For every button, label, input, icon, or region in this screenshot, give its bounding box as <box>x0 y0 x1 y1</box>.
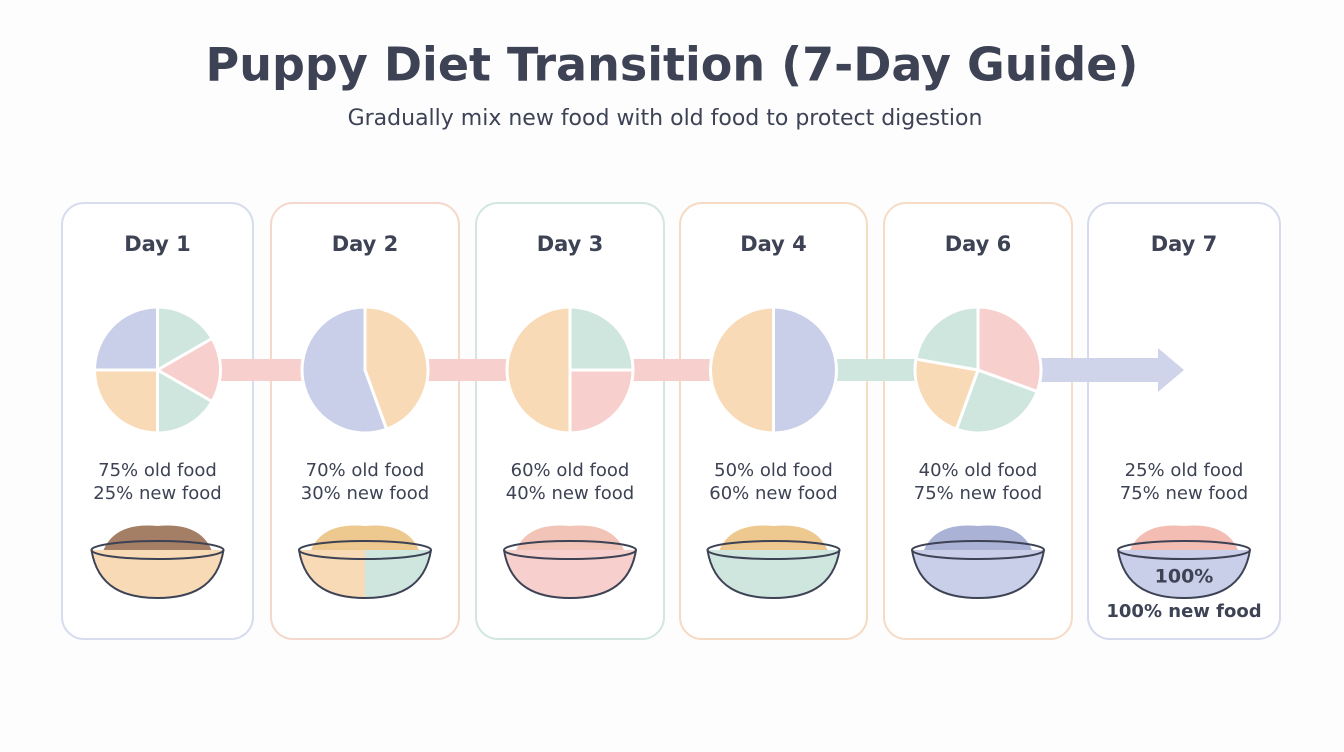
pie-slice <box>92 368 159 435</box>
pie-slice <box>154 336 222 404</box>
pie-slice <box>568 305 635 372</box>
ratio-text: 75% old food <box>98 460 217 481</box>
pie-slice <box>505 305 572 435</box>
pie-slice <box>568 368 635 435</box>
food <box>1130 525 1238 550</box>
ratio-text: 50% old food <box>714 460 833 481</box>
subtitle: Gradually mix new food with old food to … <box>348 106 983 131</box>
bowl-outline <box>298 549 432 600</box>
day-label: Day 3 <box>537 232 604 256</box>
ratio-text: 75% new food <box>914 483 1042 504</box>
bowl-left <box>707 550 774 598</box>
ratio-text: 60% new food <box>709 483 837 504</box>
bowl-right <box>570 550 636 598</box>
pie-slice <box>156 367 215 435</box>
bowl-right <box>773 550 840 598</box>
ratio-text: 40% old food <box>919 460 1038 481</box>
food <box>924 525 1032 550</box>
day-label: Day 6 <box>945 232 1012 256</box>
bowl-rim <box>90 540 225 560</box>
bowl-right <box>365 550 431 598</box>
connector <box>629 359 715 381</box>
day-label: Day 4 <box>740 232 807 256</box>
food <box>103 525 212 550</box>
bowl-label: 100% <box>1155 566 1214 588</box>
ratio-text: 25% new food <box>93 483 221 504</box>
ratio-text: 70% old food <box>306 460 425 481</box>
bowl-outline <box>911 549 1045 600</box>
pie-slice <box>954 368 1040 435</box>
pie-slice <box>709 305 775 435</box>
ratio-text: 75% new food <box>1120 483 1248 504</box>
bowl-outline <box>503 549 637 600</box>
connector <box>216 359 306 381</box>
food <box>311 525 419 550</box>
bowl-rim <box>706 540 841 560</box>
bowl-rim <box>911 540 1045 560</box>
pie-slice <box>156 305 215 373</box>
pie-slice <box>914 305 980 372</box>
bowl-left <box>91 550 158 598</box>
bowl-right <box>1184 550 1250 598</box>
bowl-outline <box>706 549 841 600</box>
connector <box>424 359 511 381</box>
card <box>1087 202 1281 640</box>
bowl-right <box>157 550 224 598</box>
pie-slice <box>92 305 159 372</box>
day-label: Day 1 <box>124 232 191 256</box>
connector <box>832 359 919 381</box>
pie-slice <box>300 305 389 435</box>
food <box>719 525 828 550</box>
day-label: Day 2 <box>332 232 399 256</box>
bowl-outline <box>90 549 225 600</box>
bowl-left <box>299 550 365 598</box>
arrow <box>1039 348 1184 392</box>
bowl-rim <box>298 540 432 560</box>
bowl-left <box>912 550 978 598</box>
food <box>516 525 624 550</box>
pie-slice <box>363 305 430 432</box>
title: Puppy Diet Transition (7-Day Guide) <box>206 38 1139 92</box>
bowl-outline <box>1117 549 1251 600</box>
bowl-rim <box>503 540 637 560</box>
day-label: Day 7 <box>1151 232 1218 256</box>
note: 100% new food <box>1106 601 1261 622</box>
pie-slice <box>976 305 1043 394</box>
ratio-text: 30% new food <box>301 483 429 504</box>
pie-slice <box>772 305 838 435</box>
ratio-text: 60% old food <box>511 460 630 481</box>
bowl-rim <box>1117 540 1251 560</box>
pie-slice <box>913 357 981 432</box>
ratio-text: 40% new food <box>506 483 634 504</box>
bowl-left <box>504 550 570 598</box>
bowl-left <box>1118 550 1184 598</box>
ratio-text: 25% old food <box>1125 460 1244 481</box>
bowl-right <box>978 550 1044 598</box>
